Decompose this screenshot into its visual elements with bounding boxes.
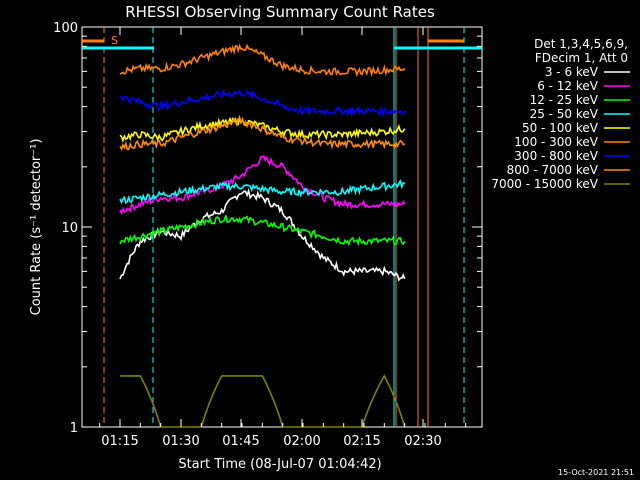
legend-header-1: FDecim 1, Att 0	[535, 51, 628, 65]
x-tick-label-4: 02:15	[343, 434, 380, 449]
time-interval-markers	[82, 27, 482, 427]
chart-title: RHESSI Observing Summary Count Rates	[125, 3, 435, 21]
x-tick-label-0: 01:15	[101, 434, 138, 449]
legend-label-4: 50 - 100 keV	[522, 121, 599, 135]
x-axis-ticks: 01:15 01:30 01:45 02:00 02:15 02:30	[99, 27, 467, 449]
legend-label-7: 800 - 7000 keV	[507, 163, 599, 177]
legend-label-3: 25 - 50 keV	[530, 107, 599, 121]
series-line-5	[119, 43, 406, 78]
series-line-6	[119, 88, 406, 118]
x-tick-label-5: 02:30	[404, 434, 441, 449]
legend-label-6: 300 - 800 keV	[514, 149, 598, 163]
legend: Det 1,3,4,5,6,9,FDecim 1, Att 03 - 6 keV…	[491, 37, 630, 191]
footer-timestamp: 15-Oct-2021 21:51	[558, 468, 634, 477]
series-line-4	[119, 114, 406, 143]
legend-label-8: 7000 - 15000 keV	[491, 177, 598, 191]
series-line-3	[119, 179, 406, 205]
s-annotation: S	[111, 34, 118, 47]
x-tick-label-3: 02:00	[283, 434, 320, 449]
legend-label-2: 12 - 25 keV	[530, 93, 599, 107]
x-axis-label: Start Time (08-Jul-07 01:04:42)	[178, 457, 381, 472]
series-line-8	[120, 374, 406, 428]
legend-header-0: Det 1,3,4,5,6,9,	[534, 37, 628, 51]
y-axis-ticks: 1 10 100	[53, 21, 482, 436]
series-line-2	[119, 215, 406, 247]
y-tick-label-2: 100	[53, 21, 78, 36]
series-line-7	[119, 116, 405, 151]
legend-label-0: 3 - 6 keV	[545, 65, 599, 79]
series-lines	[119, 43, 406, 428]
x-tick-label-1: 01:30	[162, 434, 199, 449]
plot-frame	[81, 26, 483, 428]
y-tick-label-1: 10	[61, 221, 78, 236]
series-line-1	[119, 155, 406, 216]
y-axis-label: Count Rate (s⁻¹ detector⁻¹)	[29, 139, 44, 316]
legend-label-5: 100 - 300 keV	[514, 135, 598, 149]
legend-label-1: 6 - 12 keV	[537, 79, 599, 93]
x-tick-label-2: 01:45	[222, 434, 259, 449]
y-tick-label-0: 1	[70, 421, 78, 436]
plot-axes	[81, 26, 483, 428]
